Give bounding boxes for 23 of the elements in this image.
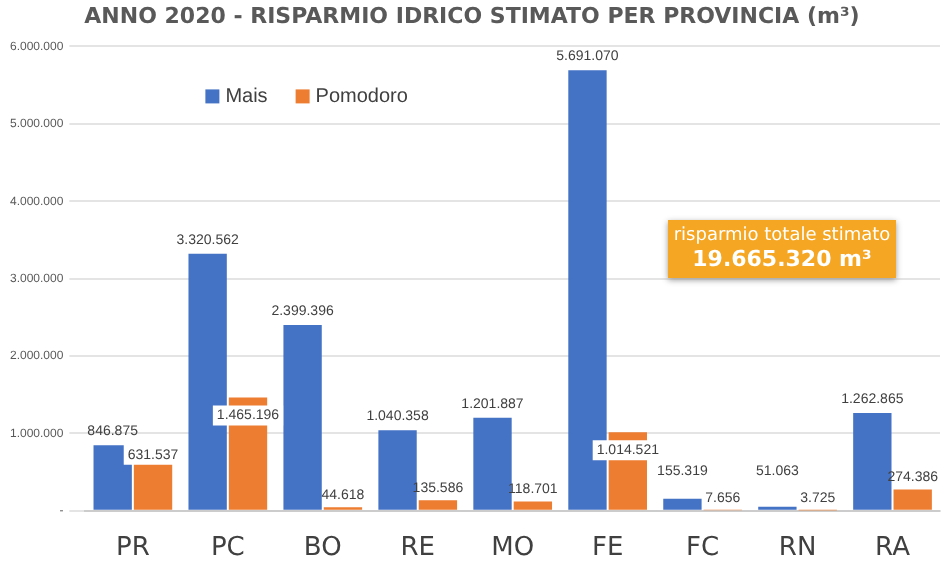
bar [418, 500, 458, 510]
bar [283, 325, 322, 510]
bar [378, 430, 417, 510]
chart-title: ANNO 2020 - RISPARMIO IDRICO STIMATO PER PROVINCIA (m³) [84, 2, 860, 29]
bar [473, 417, 512, 510]
x-tick-label: MO [491, 533, 535, 564]
x-tick-label: RN [778, 533, 817, 564]
legend-label: Pomodoro [315, 85, 409, 108]
x-tick-label: BO [303, 533, 342, 564]
x-tick-label: PR [115, 533, 150, 564]
bar [513, 501, 553, 510]
bar [93, 445, 132, 510]
x-tick-label: FE [591, 533, 624, 564]
x-tick-label: RE [400, 533, 435, 564]
bar [853, 413, 892, 510]
x-tick-label: PC [210, 533, 245, 564]
annotation: 19.665.320 m³ [690, 246, 874, 272]
x-tick-label: FC [686, 533, 720, 564]
bar [893, 489, 932, 510]
annotation: risparmio totale stimato [671, 226, 893, 246]
legend-label: Mais [225, 85, 268, 108]
x-tick-label: RA [875, 533, 911, 564]
bar [663, 498, 702, 510]
